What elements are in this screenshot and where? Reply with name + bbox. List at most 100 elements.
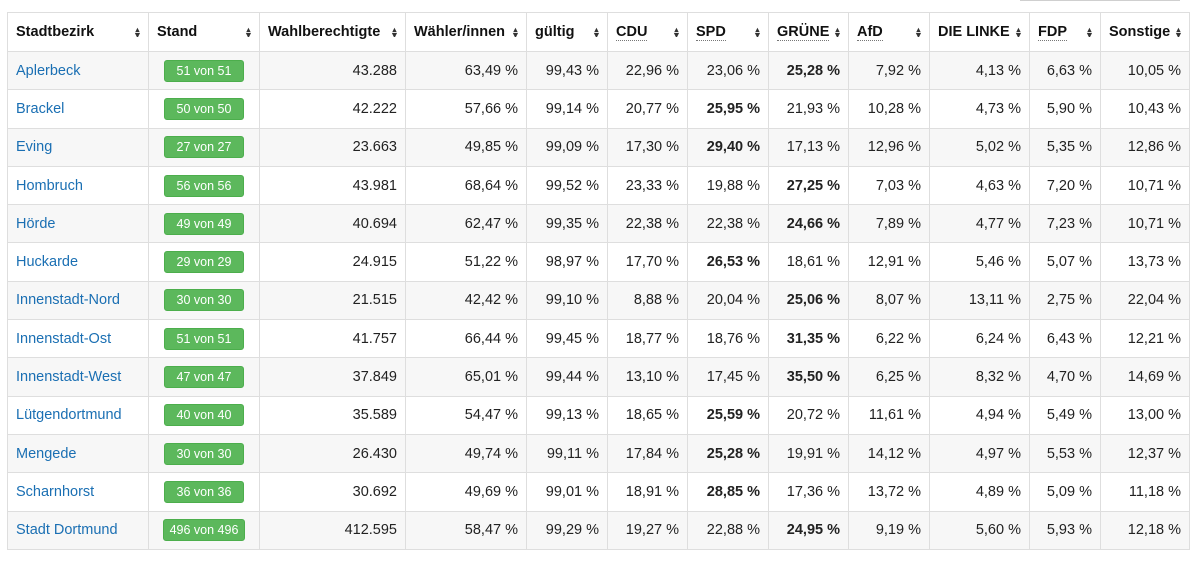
header-row: Stadtbezirk▲▼Stand▲▼Wahlberechtigte▲▼Wäh… xyxy=(7,12,1190,52)
column-header-afd[interactable]: AfD ▲▼ xyxy=(848,12,930,52)
district-cell: Hörde xyxy=(7,204,149,244)
spd-cell: 25,59 % xyxy=(687,395,769,435)
table-row: Aplerbeck 51 von 51 43.288 63,49 % 99,43 % 22… xyxy=(7,50,1190,91)
waehler-cell: 54,47 % xyxy=(405,395,527,435)
status-badge: 30 von 30 xyxy=(164,442,244,465)
column-header-fdp[interactable]: FDP ▲▼ xyxy=(1029,12,1101,52)
spd-cell: 20,04 % xyxy=(687,280,769,321)
sort-icon[interactable]: ▲▼ xyxy=(244,27,251,37)
gruene-cell: 20,72 % xyxy=(768,395,849,435)
linke-cell: 4,77 % xyxy=(929,204,1030,244)
linke-cell: 4,94 % xyxy=(929,395,1030,435)
district-link[interactable]: Innenstadt-Ost xyxy=(16,330,112,347)
district-link[interactable]: Huckarde xyxy=(16,254,79,271)
stand-cell: 56 von 56 xyxy=(148,165,260,206)
linke-cell: 4,73 % xyxy=(929,89,1030,129)
gueltig-cell: 99,01 % xyxy=(526,472,608,512)
gruene-cell: 35,50 % xyxy=(768,357,849,397)
district-link[interactable]: Mengede xyxy=(16,445,77,462)
column-header-waehler[interactable]: Wähler/innen ▲▼ xyxy=(405,12,527,52)
fdp-cell: 5,90 % xyxy=(1029,89,1101,129)
column-header-wahlberechtigte[interactable]: Wahlberechtigte ▲▼ xyxy=(259,12,406,52)
sort-icon[interactable]: ▲▼ xyxy=(914,27,921,37)
afd-cell: 7,89 % xyxy=(848,204,930,244)
sort-icon[interactable]: ▲▼ xyxy=(592,27,599,37)
spd-cell: 26,53 % xyxy=(687,242,769,282)
district-link[interactable]: Stadt Dortmund xyxy=(16,522,118,539)
sort-icon[interactable]: ▲▼ xyxy=(833,27,840,37)
sonstige-cell: 12,37 % xyxy=(1100,433,1190,474)
sonstige-cell: 14,69 % xyxy=(1100,357,1190,397)
gruene-cell: 25,06 % xyxy=(768,280,849,321)
afd-cell: 6,22 % xyxy=(848,319,930,359)
district-cell: Aplerbeck xyxy=(7,50,149,91)
afd-cell: 13,72 % xyxy=(848,472,930,512)
cdu-cell: 18,77 % xyxy=(607,319,688,359)
cdu-cell: 22,38 % xyxy=(607,204,688,244)
stand-cell: 49 von 49 xyxy=(148,204,260,244)
waehler-cell: 51,22 % xyxy=(405,242,527,282)
district-cell: Innenstadt-Ost xyxy=(7,319,149,359)
afd-cell: 8,07 % xyxy=(848,280,930,321)
column-header-label: gültig xyxy=(535,24,575,40)
linke-cell: 4,63 % xyxy=(929,165,1030,206)
column-header-label: Stadtbezirk xyxy=(16,24,95,40)
column-header-cdu[interactable]: CDU ▲▼ xyxy=(607,12,688,52)
column-header-gruene[interactable]: GRÜNE▲▼ xyxy=(768,12,849,52)
district-link[interactable]: Innenstadt-Nord xyxy=(16,292,120,309)
table-body: Aplerbeck 51 von 51 43.288 63,49 % 99,43 % 22… xyxy=(7,50,1190,550)
top-divider xyxy=(1020,0,1180,1)
sort-icon[interactable]: ▲▼ xyxy=(1085,27,1092,37)
wahlberechtigte-cell: 30.692 xyxy=(259,472,406,512)
cdu-cell: 20,77 % xyxy=(607,89,688,129)
waehler-cell: 63,49 % xyxy=(405,50,527,91)
status-badge: 47 von 47 xyxy=(164,366,244,389)
district-link[interactable]: Aplerbeck xyxy=(16,62,81,79)
district-link[interactable]: Scharnhorst xyxy=(16,483,95,500)
district-link[interactable]: Eving xyxy=(16,139,53,156)
column-header-sonstige[interactable]: Sonstige▲▼ xyxy=(1100,12,1190,52)
gruene-cell: 17,13 % xyxy=(768,127,849,167)
sort-icon[interactable]: ▲▼ xyxy=(511,27,518,37)
spd-cell: 22,38 % xyxy=(687,204,769,244)
status-badge: 40 von 40 xyxy=(164,404,244,427)
wahlberechtigte-cell: 41.757 xyxy=(259,319,406,359)
waehler-cell: 49,85 % xyxy=(405,127,527,167)
sort-icon[interactable]: ▲▼ xyxy=(753,27,760,37)
district-link[interactable]: Brackel xyxy=(16,100,65,117)
spd-cell: 29,40 % xyxy=(687,127,769,167)
sort-icon[interactable]: ▲▼ xyxy=(672,27,679,37)
column-header-stand[interactable]: Stand ▲▼ xyxy=(148,12,260,52)
column-header-gueltig[interactable]: gültig ▲▼ xyxy=(526,12,608,52)
sort-icon[interactable]: ▲▼ xyxy=(1014,27,1021,37)
district-cell: Mengede xyxy=(7,433,149,474)
linke-cell: 4,89 % xyxy=(929,472,1030,512)
table-row: Lütgendortmund 40 von 40 35.589 54,47 % 99,1… xyxy=(7,395,1190,435)
column-header-spd[interactable]: SPD ▲▼ xyxy=(687,12,769,52)
results-table: Stadtbezirk▲▼Stand▲▼Wahlberechtigte▲▼Wäh… xyxy=(7,12,1190,550)
district-link[interactable]: Lütgendortmund xyxy=(16,407,122,424)
gruene-cell: 17,36 % xyxy=(768,472,849,512)
district-cell: Brackel xyxy=(7,89,149,129)
district-link[interactable]: Innenstadt-West xyxy=(16,369,122,386)
column-header-linke[interactable]: DIE LINKE ▲▼ xyxy=(929,12,1030,52)
district-link[interactable]: Hörde xyxy=(16,215,56,232)
status-badge: 51 von 51 xyxy=(164,327,244,350)
district-cell: Eving xyxy=(7,127,149,167)
column-header-stadtbezirk[interactable]: Stadtbezirk ▲▼ xyxy=(7,12,149,52)
sort-icon[interactable]: ▲▼ xyxy=(390,27,397,37)
wahlberechtigte-cell: 35.589 xyxy=(259,395,406,435)
column-header-label: CDU xyxy=(616,23,648,41)
afd-cell: 7,92 % xyxy=(848,50,930,91)
linke-cell: 5,60 % xyxy=(929,510,1030,550)
sort-icon[interactable]: ▲▼ xyxy=(133,27,140,37)
afd-cell: 7,03 % xyxy=(848,165,930,206)
sort-icon[interactable]: ▲▼ xyxy=(1174,27,1181,37)
district-link[interactable]: Hombruch xyxy=(16,177,83,194)
cdu-cell: 17,84 % xyxy=(607,433,688,474)
spd-cell: 22,88 % xyxy=(687,510,769,550)
linke-cell: 5,02 % xyxy=(929,127,1030,167)
afd-cell: 9,19 % xyxy=(848,510,930,550)
fdp-cell: 7,20 % xyxy=(1029,165,1101,206)
gruene-cell: 19,91 % xyxy=(768,433,849,474)
